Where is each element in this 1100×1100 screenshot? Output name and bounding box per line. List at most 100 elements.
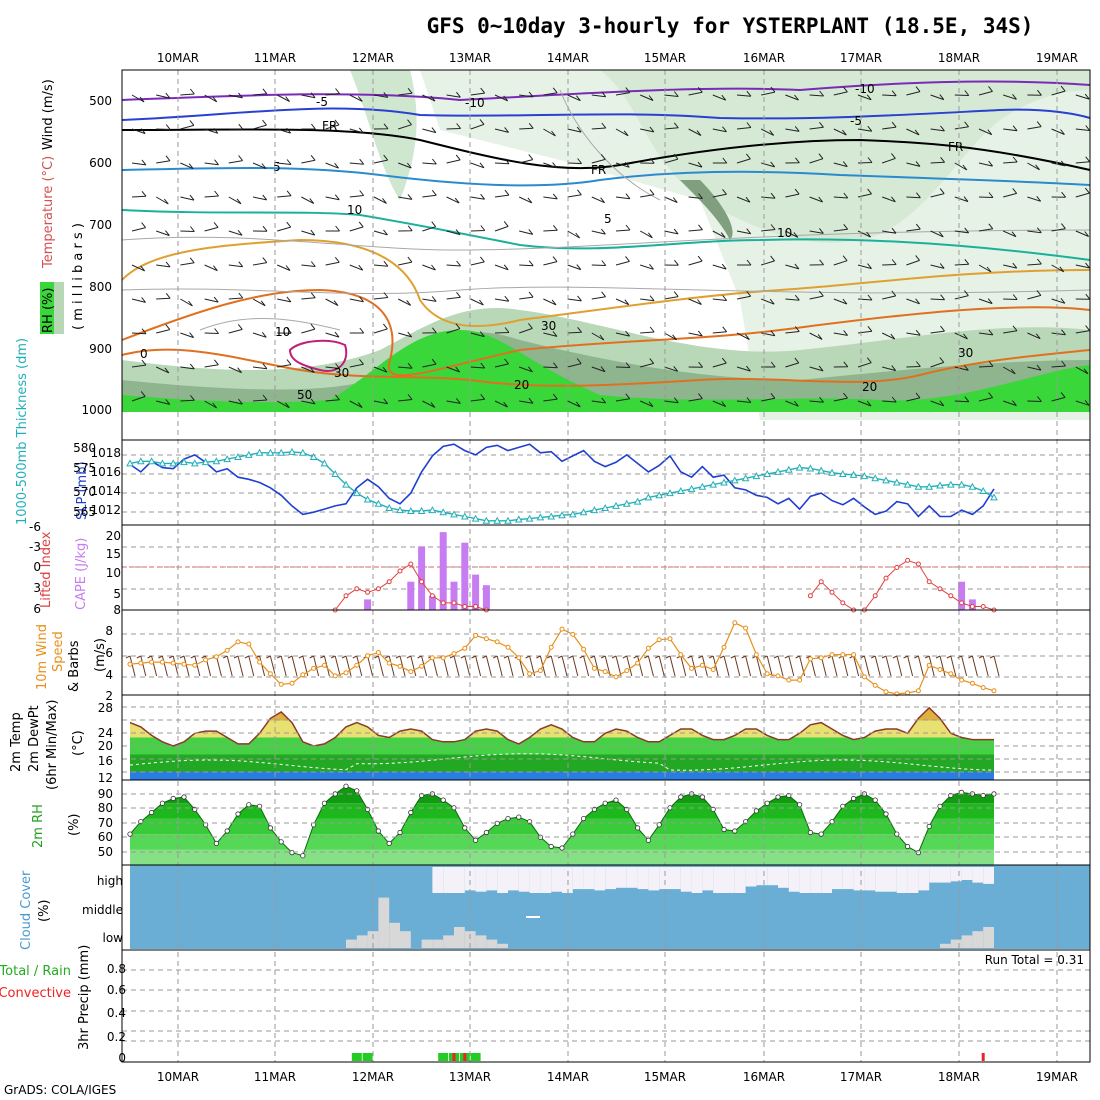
wind10m-point <box>818 655 824 661</box>
wind-barb <box>688 330 703 337</box>
low-cloud-bar <box>389 922 400 948</box>
wind-barb <box>494 189 510 198</box>
wind-barb <box>398 119 412 130</box>
thickness-point <box>536 513 545 521</box>
wind-barb <box>131 359 147 368</box>
date-label-top: 14MAR <box>547 51 589 65</box>
wind-barb <box>180 194 195 201</box>
wind-barb <box>857 125 873 132</box>
rh-point <box>170 795 176 802</box>
rh-contour <box>199 318 341 331</box>
wind-barb <box>664 291 679 300</box>
thickness-point <box>277 448 286 456</box>
wind-barb <box>591 228 606 235</box>
wind-barb <box>785 357 800 368</box>
wind10m-axis-label-1: 10m Wind <box>35 624 50 690</box>
wind-barb <box>301 292 316 300</box>
lifted-index-point <box>807 593 813 599</box>
wind10m-point <box>278 681 284 687</box>
thickness-point <box>741 474 750 482</box>
wind10m-point <box>969 680 975 686</box>
rh-point <box>397 829 403 836</box>
wind10m-barb <box>946 655 957 677</box>
wind-barb <box>736 397 752 403</box>
high-cloud-bar <box>788 867 800 892</box>
slp-tick: 1016 <box>90 465 121 479</box>
wind-barb <box>567 326 582 334</box>
wind10m-tick: 6 <box>105 646 113 660</box>
wind-barb <box>470 256 485 266</box>
contour-label: 20 <box>514 378 529 392</box>
wind10m-barb <box>449 655 460 677</box>
wind-barb <box>301 92 316 99</box>
high-cloud-bar <box>886 867 897 892</box>
wind-barb <box>180 120 195 130</box>
lifted-index-point <box>905 557 911 563</box>
rh-shade-green <box>122 330 1090 412</box>
wind-barb <box>978 86 993 96</box>
wind-barb <box>978 160 993 167</box>
wind10m-point <box>635 660 641 666</box>
high-cloud-bar <box>486 867 498 891</box>
thickness-point <box>363 495 372 503</box>
wind-barb <box>1075 93 1090 100</box>
wind-barb <box>1051 160 1066 167</box>
lifted-index-point <box>883 575 889 581</box>
wind10m-series <box>122 620 1090 697</box>
cape-lifted-index-panel: Lifted Index CAPE (J/kg) -6 -3 0 3 6 20 15 10 5 8 <box>29 520 1090 617</box>
wind-barb <box>906 86 921 96</box>
high-cloud-bar <box>432 867 444 893</box>
date-label-bottom: 19MAR <box>1036 1070 1078 1084</box>
rh-point <box>408 809 414 816</box>
low-cloud-bar <box>421 939 433 948</box>
rh-tick: 70 <box>98 816 113 830</box>
wind10m-point <box>905 690 911 696</box>
wind10m-barb <box>968 655 978 677</box>
high-cloud-bar <box>691 867 703 893</box>
wind-barb <box>277 221 292 232</box>
thickness-point <box>601 503 610 511</box>
wind10m-barb <box>287 655 298 677</box>
cape-tick: 10 <box>106 566 121 580</box>
wind-barb <box>131 328 147 335</box>
lifted-index-point <box>365 589 371 595</box>
thickness-point <box>234 452 242 460</box>
high-cloud-bar <box>929 867 940 883</box>
cloud-cover-series <box>130 865 1090 949</box>
low-cloud-bar <box>400 931 411 948</box>
wind-barb <box>494 400 508 408</box>
rh-point <box>926 823 932 830</box>
high-cloud-bar <box>896 867 908 893</box>
wind10m-point <box>419 663 425 669</box>
high-cloud-bar <box>572 867 584 890</box>
wind10m-barb <box>136 655 147 677</box>
high-cloud-bar <box>875 867 886 892</box>
rh-point <box>904 843 911 850</box>
wind10m-barb <box>546 655 557 677</box>
temp-tick: 16 <box>98 754 113 768</box>
wind-barb <box>882 396 897 403</box>
wind-barb <box>1051 85 1066 96</box>
temp-band <box>130 754 994 772</box>
precip-tick: 0.2 <box>107 1030 126 1044</box>
wind10m-point <box>483 636 489 642</box>
temp-line <box>129 706 994 747</box>
wind-barb <box>204 400 218 409</box>
pressure-tick: 700 <box>89 218 112 232</box>
wind10m-point <box>948 671 954 677</box>
wind10m-point <box>494 639 500 645</box>
contour-label: 30 <box>541 319 556 333</box>
wind-barb <box>422 221 437 232</box>
thickness-point <box>676 486 685 494</box>
wind-barb <box>519 91 534 98</box>
wind-barb <box>422 127 437 134</box>
wind-barb <box>1027 364 1042 371</box>
wind10m-point <box>602 669 608 675</box>
low-cloud-bar <box>961 935 973 948</box>
wind-barb <box>664 196 678 203</box>
top-date-labels: 10MAR 11MAR 12MAR 13MAR 14MAR 15MAR 16MAR 17MAR… <box>157 51 1078 65</box>
thickness-point <box>471 514 480 522</box>
wind-barb <box>833 361 849 368</box>
thickness-point <box>838 469 847 477</box>
